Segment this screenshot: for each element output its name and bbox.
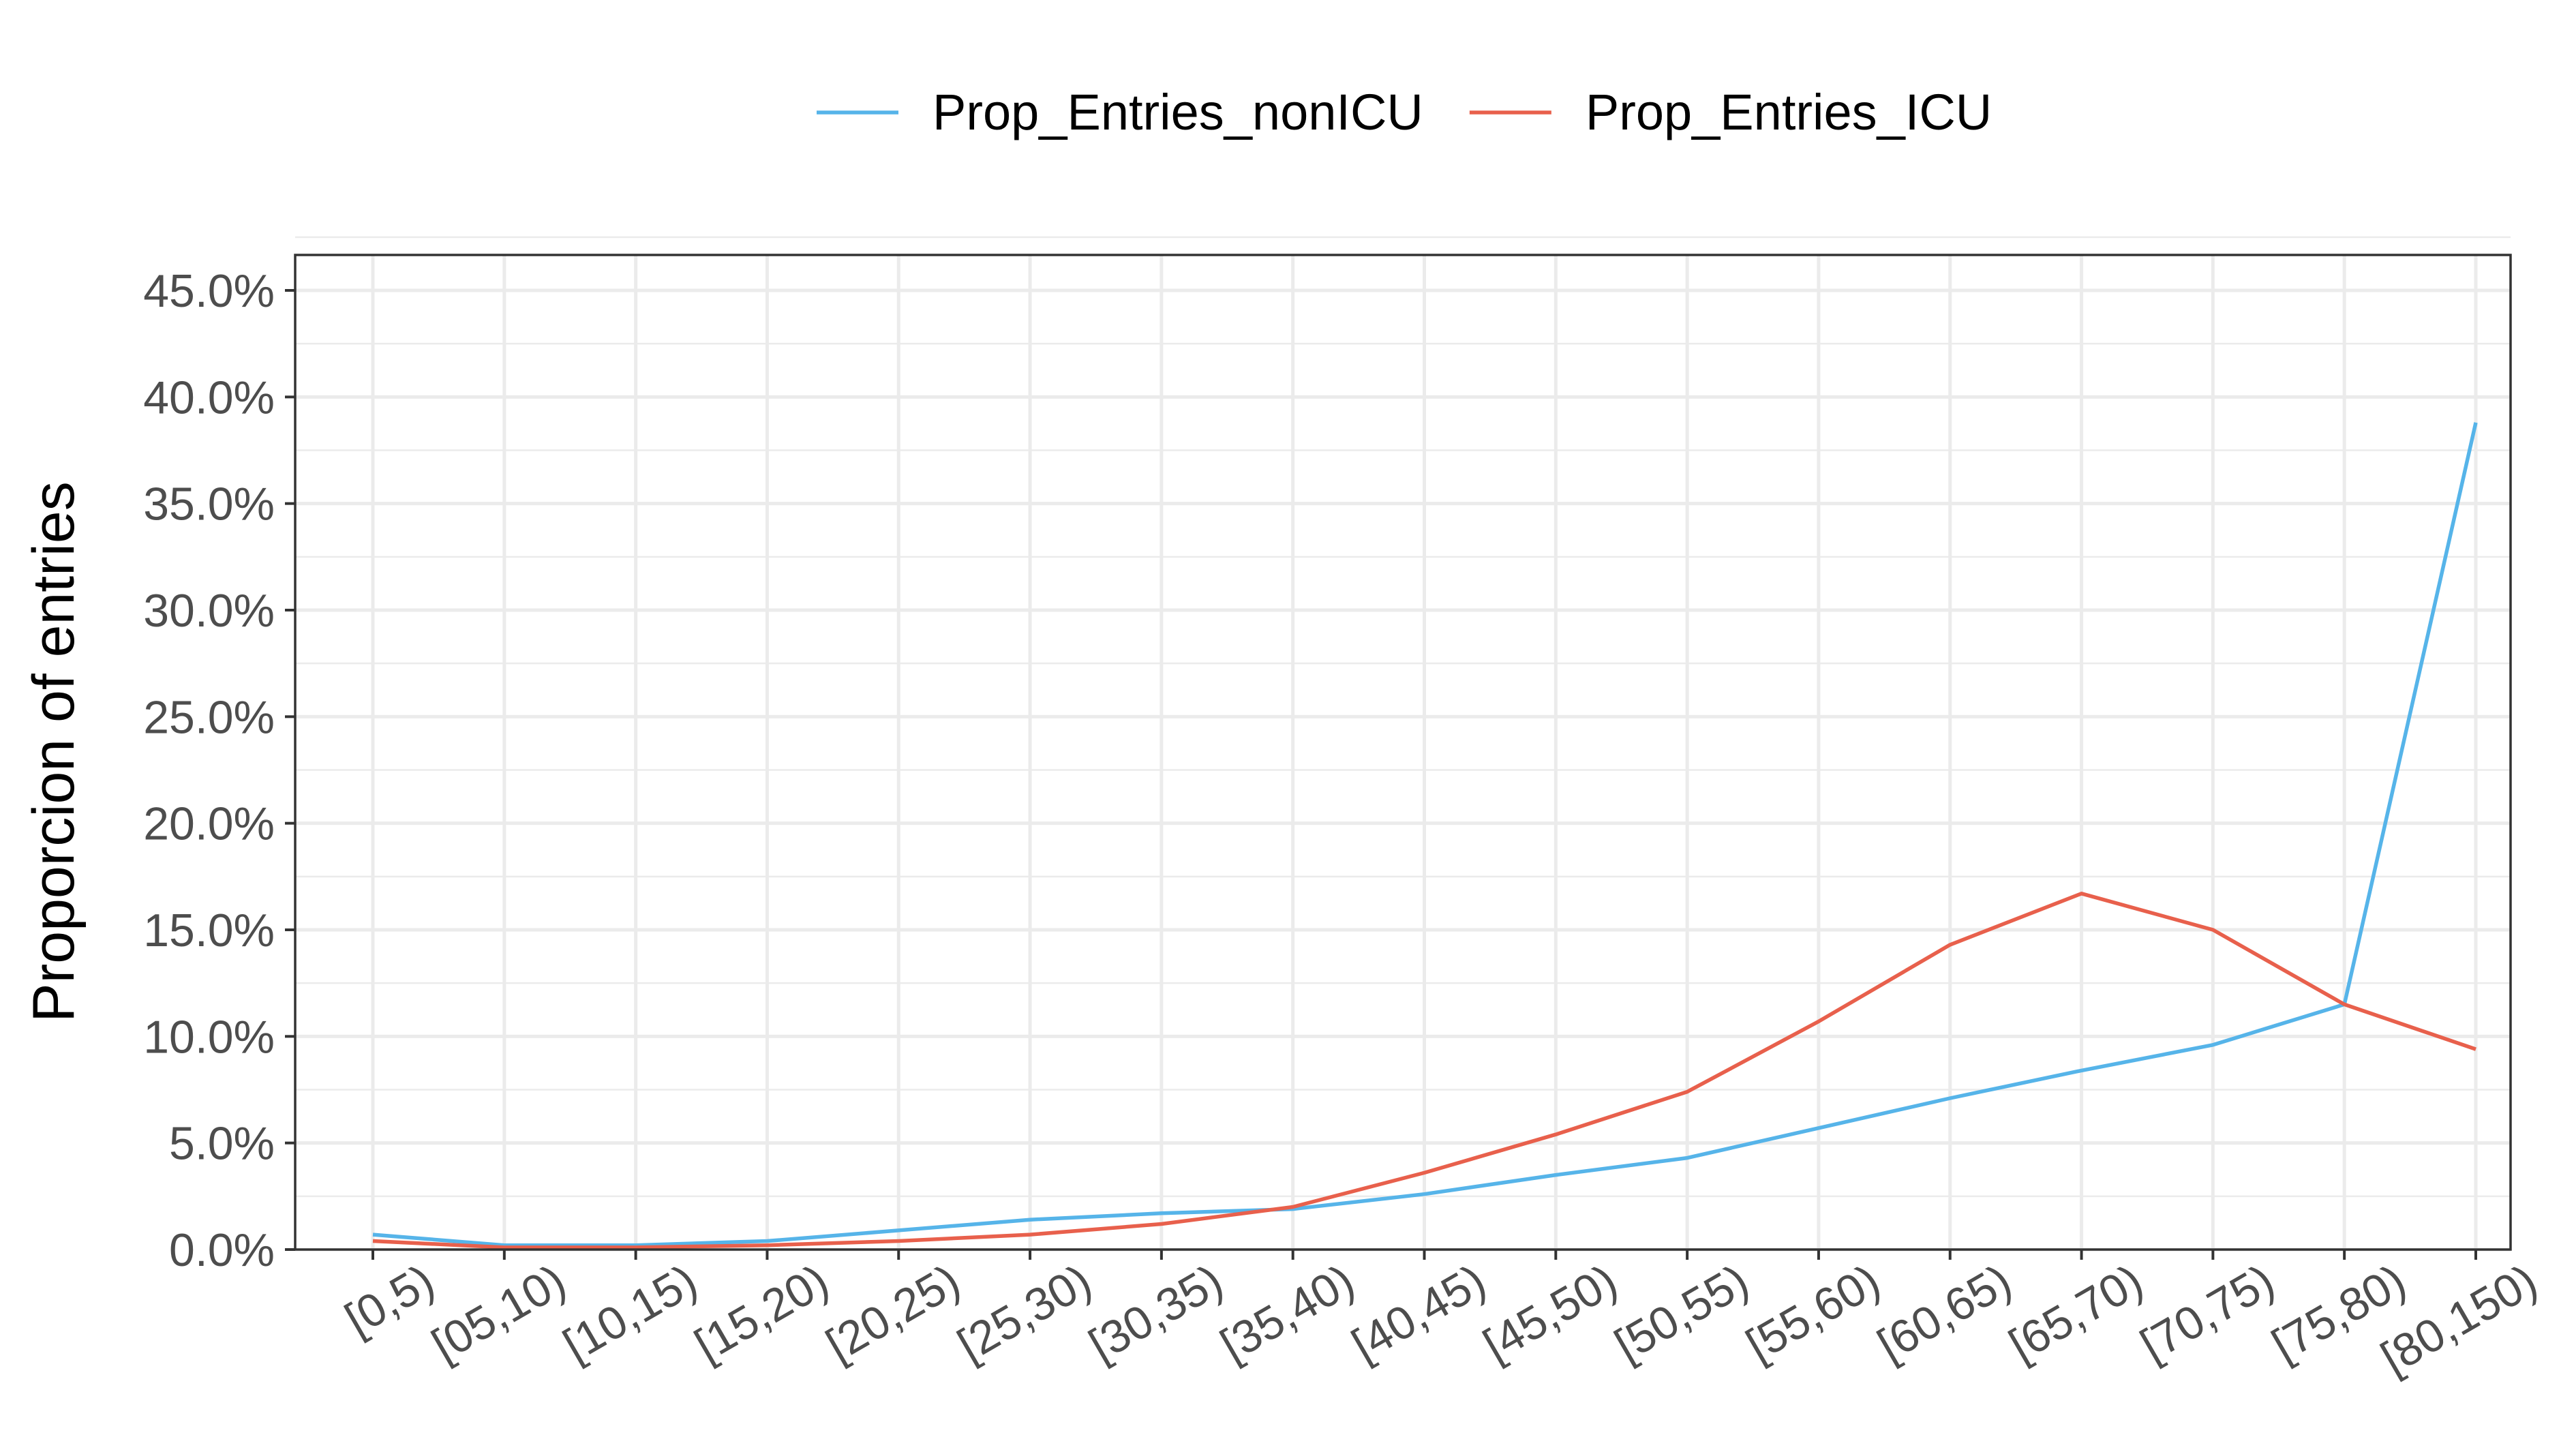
x-tick-label: [45,50) xyxy=(1474,1254,1625,1372)
plot-panel-border xyxy=(294,254,2512,1251)
x-tick-label: [10,15) xyxy=(555,1254,706,1372)
x-tick-label: [25,30) xyxy=(949,1254,1100,1372)
x-tick-label: [20,25) xyxy=(817,1254,968,1372)
y-tick-label: 30.0% xyxy=(143,585,275,637)
x-tick-label: [30,35) xyxy=(1080,1254,1231,1372)
x-tick-label: [35,40) xyxy=(1212,1254,1363,1372)
y-tick-label: 15.0% xyxy=(143,905,275,956)
y-tick-label: 20.0% xyxy=(143,798,275,850)
legend-label: Prop_Entries_nonICU xyxy=(933,84,1423,140)
legend-label: Prop_Entries_ICU xyxy=(1586,84,1992,140)
grid xyxy=(295,236,2511,1252)
x-tick-label: [55,60) xyxy=(1738,1254,1888,1372)
x-tick-label: [50,55) xyxy=(1606,1254,1757,1372)
y-tick-label: 25.0% xyxy=(143,691,275,743)
series-line-Prop_Entries_nonICU xyxy=(372,422,2478,1247)
y-tick-label: 10.0% xyxy=(143,1011,275,1063)
y-tick-label: 0.0% xyxy=(169,1224,275,1276)
y-tick-label: 5.0% xyxy=(169,1118,275,1170)
x-tick-label: [05,10) xyxy=(423,1254,574,1372)
y-tick-label: 35.0% xyxy=(143,479,275,530)
y-tick-label: 45.0% xyxy=(143,265,275,317)
x-tick-label: [40,45) xyxy=(1344,1254,1494,1372)
y-tick-label: 40.0% xyxy=(143,372,275,423)
legend: Prop_Entries_nonICU Prop_Entries_ICU xyxy=(817,84,1992,140)
y-axis-title: Proporcion of entries xyxy=(21,481,87,1023)
series-line-Prop_Entries_ICU xyxy=(372,892,2476,1250)
x-tick-label: [70,75) xyxy=(2132,1254,2283,1372)
x-tick-label: [60,65) xyxy=(1869,1254,2020,1372)
x-tick-label: [65,70) xyxy=(2001,1254,2151,1372)
series-lines xyxy=(372,422,2478,1250)
x-tick-label: [15,20) xyxy=(686,1254,837,1372)
